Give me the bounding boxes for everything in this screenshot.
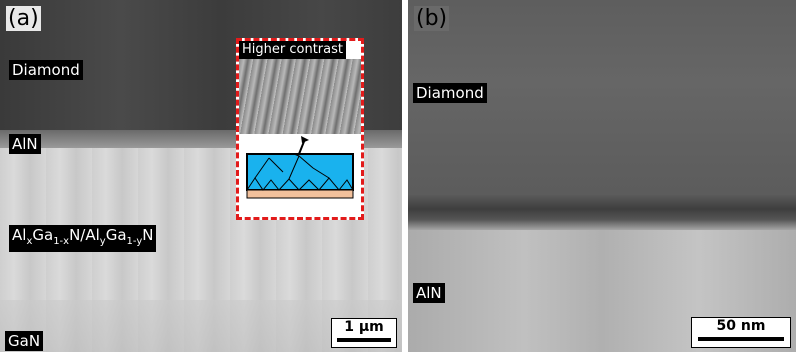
algan-label: AlxGa1-xN/AlyGa1-yN [9,225,156,252]
formula-part: Al [12,226,26,244]
scale-label: 1 µm [332,319,396,335]
schematic [239,134,361,214]
scale-line [698,337,784,341]
inset: Higher contrast [236,38,364,220]
aln-label: AlN [413,283,445,303]
subscript: 1-y [127,236,143,247]
formula-part: Ga [106,226,127,244]
inset-title: Higher contrast [239,41,346,59]
panel-tag: (b) [414,6,449,31]
formula-part: Ga [32,226,53,244]
figure: (a) Diamond AlN AlxGa1-xN/AlyGa1-yN GaN … [0,0,796,352]
interface [408,195,796,230]
panel-b: (b) Diamond AlN 50 nm [408,0,796,352]
scale-line [337,338,391,342]
panel-a: (a) Diamond AlN AlxGa1-xN/AlyGa1-yN GaN … [0,0,402,352]
gan-label: GaN [5,331,43,351]
formula-part: N/Al [69,226,100,244]
scale-label: 50 nm [692,318,790,334]
inset-image [239,59,361,134]
diamond-label: Diamond [9,60,83,80]
scale-bar: 1 µm [331,318,397,348]
scale-bar: 50 nm [691,317,791,348]
diamond-label: Diamond [413,83,487,103]
formula-part: N [142,226,153,244]
aln-label: AlN [9,134,41,154]
panel-tag: (a) [6,6,41,31]
subscript: 1-x [53,236,69,247]
